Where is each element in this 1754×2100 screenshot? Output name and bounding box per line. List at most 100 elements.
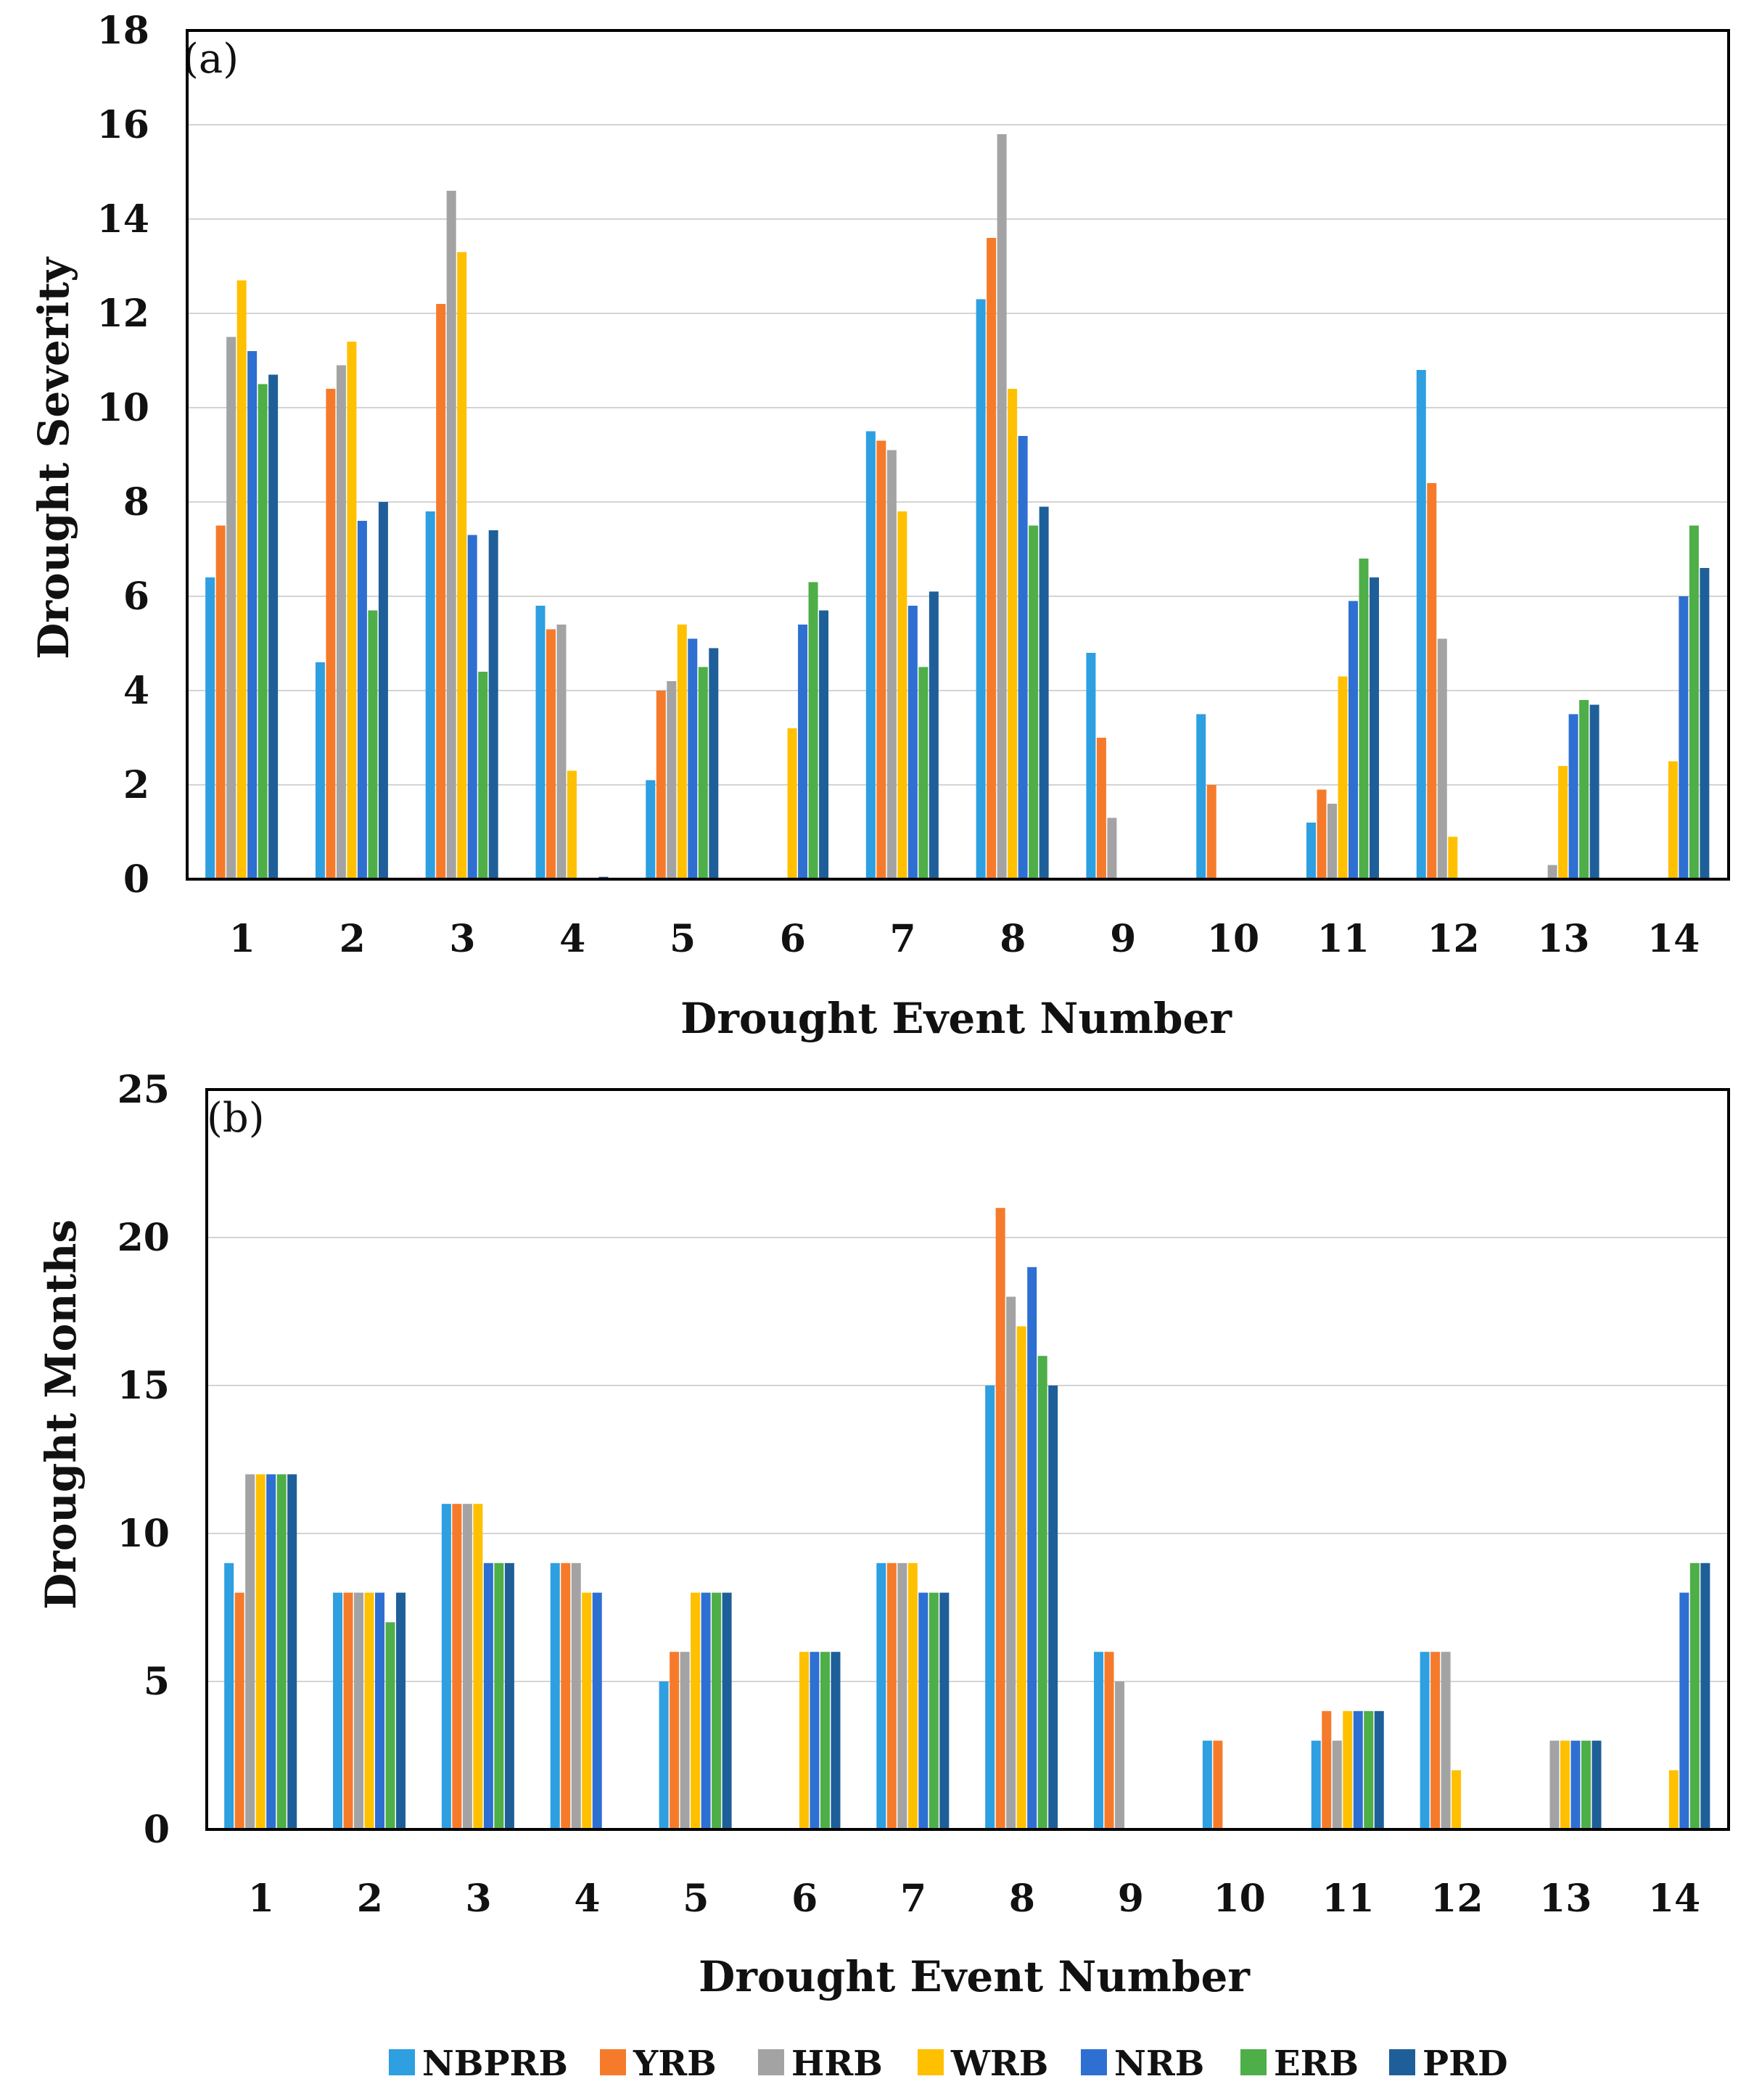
panel-b-bar-yrb-event-7 <box>886 1562 897 1829</box>
panel-b-y-axis-label: Drought Months <box>36 1219 86 1610</box>
panel-b-bar-prd-event-8 <box>1048 1385 1058 1829</box>
panel-b-bar-wrb-event-5 <box>691 1592 701 1829</box>
panel-b-bar-hrb-event-1 <box>245 1474 255 1829</box>
panel-a-bar-hrb-event-5 <box>667 681 677 879</box>
panel-b-y-tick-label: 20 <box>118 1216 170 1260</box>
panel-a-bar-yrb-event-1 <box>215 525 226 879</box>
panel-a-y-tick-label: 0 <box>123 857 149 902</box>
panel-b-bar-nbprb-event-11 <box>1311 1740 1321 1829</box>
panel-a-bar-nbprb-event-4 <box>535 606 545 879</box>
panel-a-bar-nrb-event-13 <box>1568 714 1578 879</box>
panel-a-bar-hrb-event-3 <box>446 191 456 879</box>
panel-b-y-tick-label: 15 <box>118 1364 170 1408</box>
panel-a-bar-wrb-event-11 <box>1338 676 1348 879</box>
panel-a-bar-wrb-event-13 <box>1558 766 1568 879</box>
panel-a-bar-erb-event-5 <box>698 667 708 879</box>
panel-a-bar-prd-event-2 <box>378 502 388 879</box>
panel-b-bar-wrb-event-11 <box>1343 1710 1353 1829</box>
panel-a-bar-erb-event-3 <box>478 672 488 879</box>
panel-a-x-tick-label: 9 <box>1110 917 1136 961</box>
panel-b-bar-prd-event-2 <box>396 1592 406 1829</box>
panel-a-bar-yrb-event-3 <box>436 304 446 879</box>
panel-b-bar-erb-event-8 <box>1037 1356 1047 1829</box>
panel-b-bar-wrb-event-8 <box>1016 1326 1026 1829</box>
panel-a-bar-wrb-event-8 <box>1008 389 1018 879</box>
panel-b-x-tick-label: 1 <box>248 1877 274 1921</box>
panel-b-bar-wrb-event-7 <box>907 1562 918 1829</box>
panel-b-bar-prd-event-6 <box>831 1652 841 1829</box>
panel-a-bar-erb-event-13 <box>1579 700 1589 879</box>
panel-a-bar-yrb-event-4 <box>546 629 556 879</box>
panel-a-bar-erb-event-2 <box>368 610 378 879</box>
panel-a-bar-nbprb-event-5 <box>646 780 656 879</box>
panel-b-x-tick-label: 9 <box>1118 1877 1144 1921</box>
panel-b-bar-hrb-event-8 <box>1006 1296 1016 1829</box>
panel-a-bar-nbprb-event-8 <box>976 299 986 879</box>
legend-swatch-hrb <box>758 2049 784 2075</box>
panel-b-bar-nbprb-event-1 <box>224 1562 234 1829</box>
panel-b-bar-erb-event-3 <box>494 1562 504 1829</box>
panel-a-y-tick-label: 8 <box>123 480 149 524</box>
panel-a-bar-wrb-event-4 <box>567 770 577 879</box>
panel-b-bar-erb-event-11 <box>1364 1710 1374 1829</box>
panel-a-bar-hrb-event-4 <box>556 625 567 879</box>
panel-b-bar-wrb-event-12 <box>1452 1770 1462 1829</box>
panel-a-bar-prd-event-8 <box>1039 506 1049 879</box>
panel-b-bar-yrb-event-4 <box>561 1562 571 1829</box>
panel-b-bar-erb-event-5 <box>712 1592 722 1829</box>
panel-b-bar-yrb-event-2 <box>343 1592 353 1829</box>
panel-b-bar-wrb-event-4 <box>582 1592 592 1829</box>
panel-b-bar-prd-event-3 <box>504 1562 514 1829</box>
panel-a-bar-nbprb-event-12 <box>1416 370 1426 879</box>
panel-b-x-tick-label: 11 <box>1322 1877 1374 1921</box>
panel-a-y-tick-label: 14 <box>97 197 149 242</box>
panel-b-bar-hrb-event-13 <box>1549 1740 1560 1829</box>
panel-a-x-tick-label: 11 <box>1317 917 1370 961</box>
panel-a-bar-nrb-event-2 <box>357 521 367 879</box>
panel-b-bar-prd-event-11 <box>1374 1710 1384 1829</box>
legend-swatch-wrb <box>918 2049 944 2075</box>
panel-b-bar-wrb-event-1 <box>255 1474 265 1829</box>
panel-b-bar-hrb-event-5 <box>680 1652 690 1829</box>
panel-b-bar-nrb-event-13 <box>1570 1740 1581 1829</box>
panel-a-bar-nbprb-event-7 <box>865 431 876 879</box>
panel-a-x-tick-label: 2 <box>339 917 366 961</box>
panel-a-bar-hrb-event-9 <box>1107 818 1117 879</box>
panel-b-bar-erb-event-1 <box>276 1474 287 1829</box>
panel-a-y-axis-label: Drought Severity <box>29 256 78 659</box>
panel-a-x-tick-label: 1 <box>229 917 255 961</box>
panel-a-bar-prd-event-1 <box>268 374 279 879</box>
panel-b-bar-hrb-event-7 <box>897 1562 907 1829</box>
panel-b-x-tick-label: 7 <box>900 1877 926 1921</box>
panel-b-bar-hrb-event-3 <box>462 1504 472 1829</box>
panel-a-bar-hrb-event-1 <box>226 337 236 879</box>
panel-a-bar-yrb-event-5 <box>656 691 666 879</box>
panel-a-x-tick-label: 7 <box>890 917 916 961</box>
panel-a-y-tick-label: 6 <box>123 575 149 619</box>
panel-a-x-tick-label: 5 <box>670 917 696 961</box>
panel-a-bar-nbprb-event-11 <box>1306 823 1316 879</box>
panel-a-x-tick-label: 10 <box>1207 917 1259 961</box>
panel-b-bar-hrb-event-12 <box>1441 1652 1451 1829</box>
panel-a-bar-nbprb-event-10 <box>1196 714 1206 879</box>
panel-b-bar-hrb-event-9 <box>1115 1681 1125 1829</box>
panel-a-bar-nbprb-event-9 <box>1086 653 1096 879</box>
panel-a-bar-nrb-event-5 <box>688 638 698 879</box>
legend-label-wrb: WRB <box>950 2043 1048 2084</box>
legend-swatch-yrb <box>600 2049 626 2075</box>
panel-a-bar-nbprb-event-2 <box>315 662 325 879</box>
panel-b-bar-yrb-event-8 <box>995 1208 1005 1829</box>
panel-b-x-tick-label: 4 <box>574 1877 600 1921</box>
panel-b-bar-erb-event-14 <box>1689 1562 1700 1829</box>
panel-b-bar-nrb-event-14 <box>1679 1592 1689 1829</box>
panel-b-bar-yrb-event-5 <box>670 1652 680 1829</box>
panel-a-bar-yrb-event-11 <box>1317 789 1327 879</box>
panel-a-bar-wrb-event-12 <box>1448 836 1458 879</box>
panel-b-bar-nrb-event-2 <box>375 1592 385 1829</box>
panel-a-x-axis-label: Drought Event Number <box>680 994 1232 1043</box>
panel-a-x-tick-label: 13 <box>1537 917 1589 961</box>
legend-label-nrb: NRB <box>1114 2043 1204 2084</box>
panel-b-bar-nrb-event-3 <box>483 1562 493 1829</box>
panel-b-bar-prd-event-1 <box>287 1474 297 1829</box>
panel-a-bar-prd-event-13 <box>1589 704 1599 879</box>
